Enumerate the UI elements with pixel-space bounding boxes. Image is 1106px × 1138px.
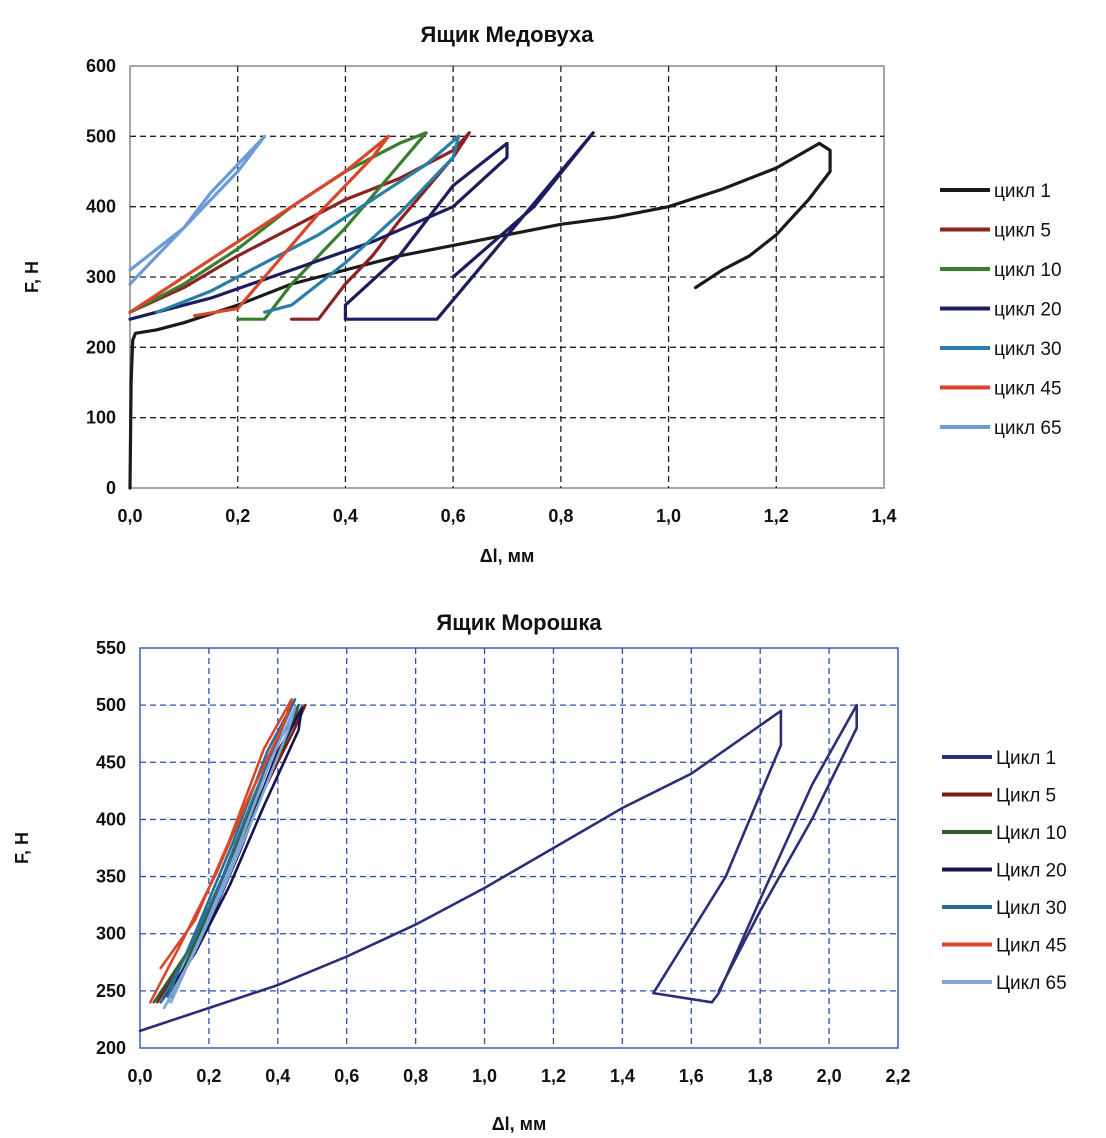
y-axis-label: F, Н — [12, 832, 32, 864]
series-line-1 — [140, 705, 857, 1031]
y-tick-label: 350 — [96, 867, 126, 887]
legend-label: цикл 1 — [994, 181, 1051, 202]
y-tick-label: 600 — [86, 56, 116, 76]
x-tick-label: 1,4 — [610, 1066, 635, 1086]
y-tick-label: 300 — [86, 267, 116, 287]
x-tick-label: 0,4 — [333, 506, 358, 526]
y-tick-label: 400 — [96, 809, 126, 829]
chart-title: Ящик Медовуха — [421, 22, 595, 47]
y-tick-label: 500 — [96, 695, 126, 715]
x-tick-label: 2,2 — [885, 1066, 910, 1086]
legend-label: цикл 10 — [994, 260, 1062, 281]
legend-label: Цикл 1 — [996, 748, 1056, 769]
x-tick-label: 1,2 — [764, 506, 789, 526]
legend-label: Цикл 20 — [996, 861, 1067, 882]
legend-label: цикл 65 — [994, 418, 1062, 439]
y-axis-label: F, Н — [22, 261, 42, 293]
y-tick-label: 450 — [96, 752, 126, 772]
x-axis-label: Δl, мм — [480, 546, 535, 566]
x-axis-label: Δl, мм — [492, 1114, 547, 1134]
legend-label: Цикл 5 — [996, 786, 1056, 807]
legend-label: цикл 30 — [994, 339, 1062, 360]
x-tick-label: 1,2 — [541, 1066, 566, 1086]
x-tick-label: 0,0 — [127, 1066, 152, 1086]
x-tick-label: 0,8 — [548, 506, 573, 526]
series-line-2 — [130, 133, 469, 319]
chart-2: Ящик Морошка 200 250 300 350 400 450 500 550 0,0 0… — [12, 610, 1067, 1134]
series-line-1 — [130, 143, 830, 488]
y-tick-label: 200 — [96, 1038, 126, 1058]
legend: Цикл 1 Цикл 5 Цикл 10 Цикл 20 Цикл 30 Цикл 45… — [942, 748, 1067, 994]
x-tick-label: 0,6 — [441, 506, 466, 526]
x-tick-label: 0,2 — [225, 506, 250, 526]
x-tick-label: 2,0 — [817, 1066, 842, 1086]
chart-title: Ящик Морошка — [436, 610, 602, 635]
x-tick-label: 0,8 — [403, 1066, 428, 1086]
y-tick-label: 0 — [106, 478, 116, 498]
x-tick-label: 1,8 — [748, 1066, 773, 1086]
chart-1: Ящик Медовуха 0 100 200 300 400 500 600 0,0 0,2 0,… — [22, 22, 1062, 566]
y-tick-label: 550 — [96, 638, 126, 658]
x-tick-label: 0,6 — [334, 1066, 359, 1086]
series-group — [130, 133, 830, 488]
series-line-6 — [130, 136, 389, 315]
legend-label: Цикл 45 — [996, 936, 1067, 957]
legend-label: цикл 20 — [994, 300, 1062, 321]
legend-label: цикл 45 — [994, 379, 1062, 400]
x-tick-label: 0,2 — [196, 1066, 221, 1086]
legend-label: Цикл 30 — [996, 898, 1067, 919]
x-tick-label: 0,0 — [117, 506, 142, 526]
series-line-7 — [130, 136, 265, 284]
x-tick-label: 1,0 — [656, 506, 681, 526]
y-tick-label: 250 — [96, 981, 126, 1001]
y-tick-label: 400 — [86, 197, 116, 217]
x-tick-label: 1,4 — [871, 506, 896, 526]
y-tick-label: 200 — [86, 337, 116, 357]
series-line-4 — [130, 133, 593, 319]
x-tick-label: 1,6 — [679, 1066, 704, 1086]
y-tick-label: 300 — [96, 924, 126, 944]
legend-label: Цикл 10 — [996, 823, 1067, 844]
legend: цикл 1 цикл 5 цикл 10 цикл 20 цикл 30 цикл 45… — [940, 181, 1062, 439]
legend-label: Цикл 65 — [996, 973, 1067, 994]
series-group — [140, 699, 857, 1031]
x-tick-label: 0,4 — [265, 1066, 290, 1086]
x-tick-label: 1,0 — [472, 1066, 497, 1086]
y-tick-label: 500 — [86, 126, 116, 146]
legend-label: цикл 5 — [994, 221, 1051, 242]
y-tick-label: 100 — [86, 408, 116, 428]
